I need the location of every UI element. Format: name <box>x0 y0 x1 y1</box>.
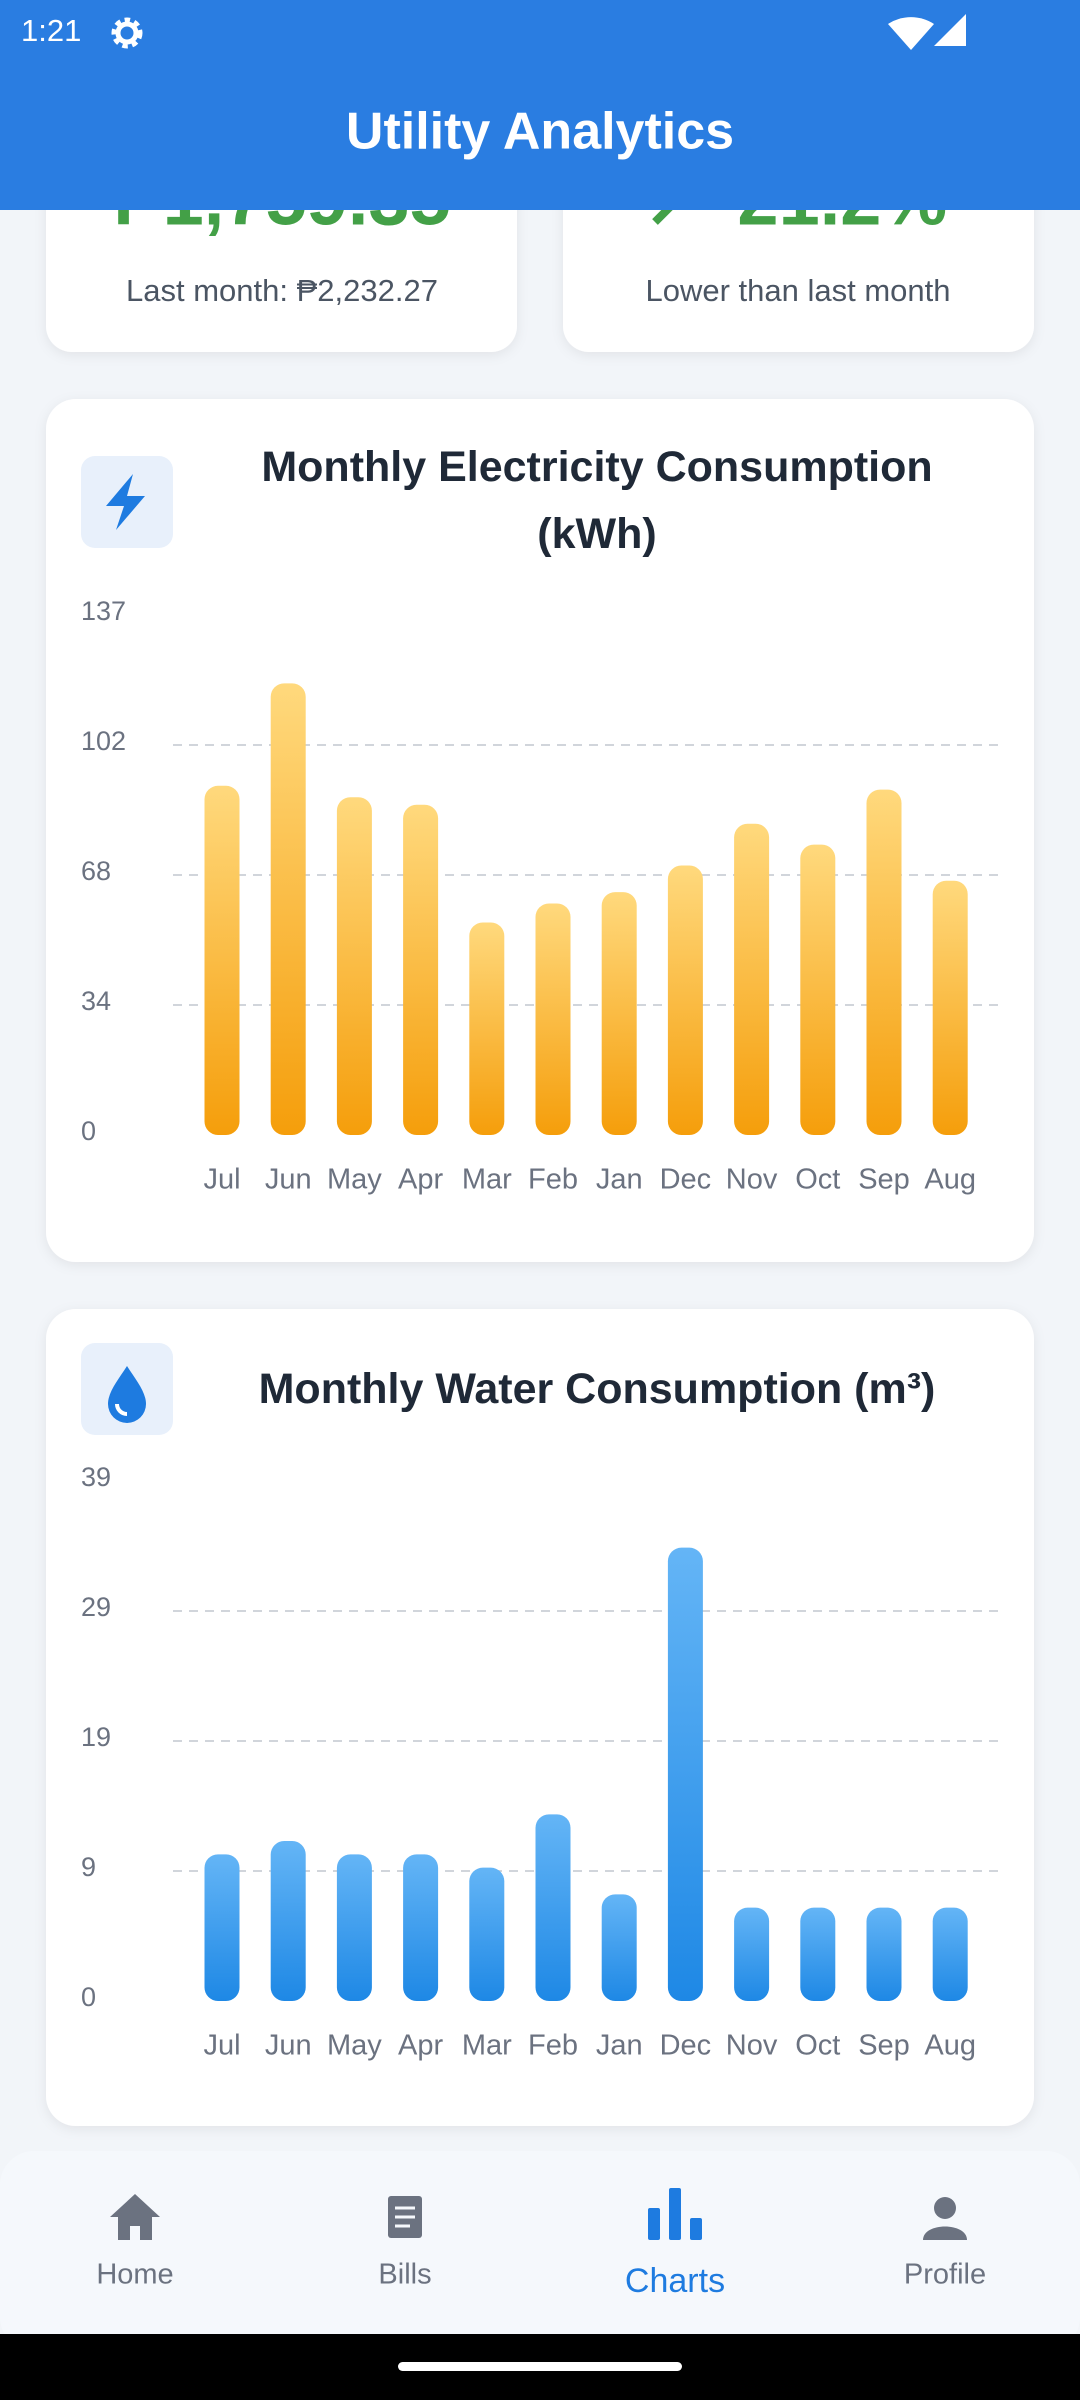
x-tick-label: Dec <box>660 1164 712 1196</box>
signal-icon <box>934 14 966 46</box>
bar <box>469 1867 505 2001</box>
x-tick-label: Apr <box>398 1164 443 1196</box>
x-tick-label: May <box>327 2030 382 2062</box>
nav-icon-lines <box>395 2206 415 2228</box>
bar <box>932 1907 968 2001</box>
bar <box>667 1547 703 2001</box>
nav-home[interactable]: Home <box>96 2194 174 2291</box>
chart-title-box: Monthly Electricity Consumption (kWh) <box>261 443 933 558</box>
bar <box>866 1907 902 2001</box>
summary-caption: Lower than last month <box>645 273 950 308</box>
x-tick-label: Jan <box>596 1164 643 1196</box>
x-tick-label: Aug <box>924 2030 976 2062</box>
x-tick-label: Jul <box>203 2030 240 2062</box>
bar <box>535 903 571 1135</box>
y-tick-label: 68 <box>81 856 111 886</box>
x-tick-label: Mar <box>462 1164 512 1196</box>
nav-icon <box>648 2208 660 2240</box>
nav-charts[interactable]: Charts <box>625 2188 725 2300</box>
chart-title: Monthly Water Consumption (m³) <box>258 1365 936 1413</box>
x-tick-label: Apr <box>398 2030 443 2062</box>
nav-label: Home <box>96 2259 173 2291</box>
bar <box>535 1814 571 2001</box>
y-tick-label: 39 <box>81 1462 111 1492</box>
x-tick-label: Jul <box>203 1164 240 1196</box>
bar <box>204 1854 240 2001</box>
x-tick-label: Jan <box>596 2030 643 2062</box>
bar <box>336 1854 372 2001</box>
x-tick-label: May <box>327 1164 382 1196</box>
bar <box>734 1907 770 2001</box>
x-tick-label: Oct <box>795 1164 840 1196</box>
x-tick-label: Oct <box>795 2030 840 2062</box>
x-tick-label: Sep <box>858 2030 910 2062</box>
bar <box>403 804 439 1135</box>
bar <box>601 892 637 1135</box>
x-tick-label: Jun <box>265 2030 312 2062</box>
charts: Monthly Electricity Consumption (kWh) 0 34… <box>81 443 999 2062</box>
app-title: Utility Analytics <box>346 103 734 161</box>
chart-title: Monthly Electricity Consumption (kWh) <box>261 443 933 558</box>
x-tick-label: Feb <box>528 1164 578 1196</box>
x-tick-label: Sep <box>858 1164 910 1196</box>
nav-label: Profile <box>904 2259 986 2291</box>
status-time: 1:21 <box>21 13 81 48</box>
bar <box>469 922 505 1135</box>
settings-icon <box>111 17 143 49</box>
bar <box>336 797 372 1135</box>
bottom-nav <box>0 2151 1080 2351</box>
bar <box>734 823 770 1135</box>
bar <box>270 683 306 1135</box>
chart-title-box: Monthly Water Consumption (m³) <box>258 1365 936 1413</box>
y-tick-label: 0 <box>81 1982 96 2012</box>
bar <box>270 1841 306 2001</box>
y-tick-label: 0 <box>81 1116 96 1146</box>
wifi-icon <box>888 17 934 50</box>
gear-inner <box>115 21 139 45</box>
bar <box>204 785 240 1135</box>
nav-icon <box>669 2188 681 2240</box>
electricity-icon <box>106 474 145 530</box>
x-tick-label: Jun <box>265 1164 312 1196</box>
x-tick-label: Nov <box>726 2030 778 2062</box>
bar <box>866 789 902 1135</box>
summary-caption: Last month: ₱2,232.27 <box>126 273 438 308</box>
bar <box>800 1907 836 2001</box>
y-tick-label: 137 <box>81 596 126 626</box>
nav-icon <box>110 2194 160 2240</box>
nav-label: Bills <box>378 2259 431 2291</box>
x-tick-label: Aug <box>924 1164 976 1196</box>
bar <box>403 1854 439 2001</box>
bar <box>601 1894 637 2001</box>
x-tick-label: Mar <box>462 2030 512 2062</box>
y-tick-label: 102 <box>81 726 126 756</box>
nav-icon <box>923 2226 967 2240</box>
nav-bills[interactable]: Bills <box>378 2196 432 2291</box>
y-tick-label: 29 <box>81 1592 111 1622</box>
nav-label: Charts <box>625 2262 725 2300</box>
bar <box>800 844 836 1135</box>
gear <box>111 17 143 49</box>
home-indicator <box>398 2362 682 2371</box>
y-tick-label: 9 <box>81 1852 96 1882</box>
x-tick-label: Feb <box>528 2030 578 2062</box>
bar <box>667 865 703 1135</box>
nav-profile[interactable]: Profile <box>904 2197 986 2291</box>
chart-card <box>46 1309 1034 2126</box>
nav-icon <box>690 2218 702 2240</box>
x-tick-label: Nov <box>726 1164 778 1196</box>
y-tick-label: 34 <box>81 986 111 1016</box>
bar <box>932 880 968 1135</box>
water-icon-shine <box>115 1403 128 1416</box>
y-tick-label: 19 <box>81 1722 111 1752</box>
x-tick-label: Dec <box>660 2030 712 2062</box>
nav-icon <box>934 2197 956 2219</box>
